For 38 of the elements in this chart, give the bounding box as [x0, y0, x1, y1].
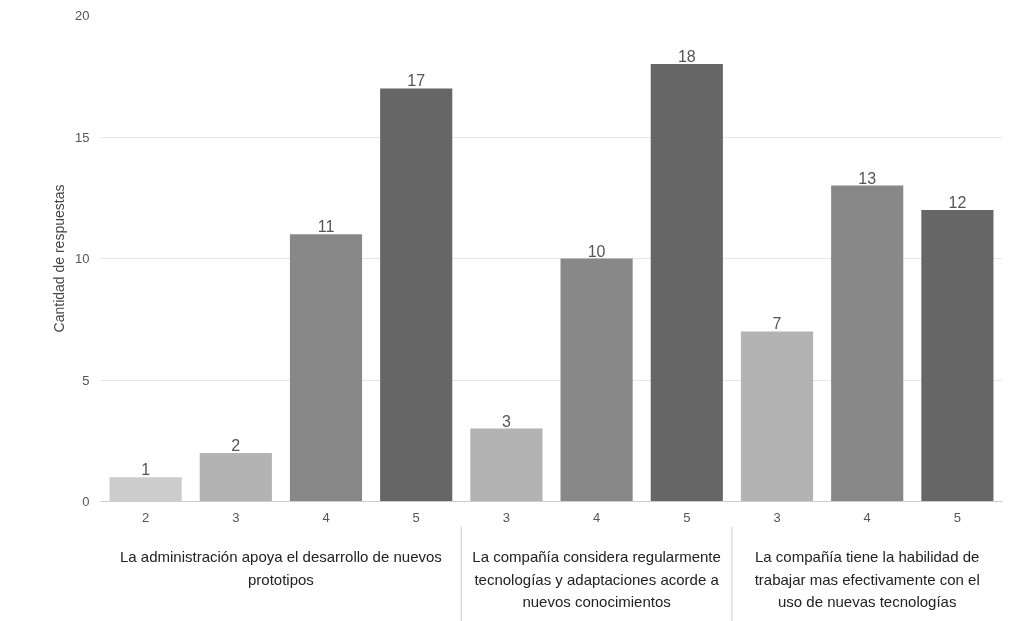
- data-label: 3: [501, 412, 511, 430]
- data-label: 13: [858, 169, 877, 187]
- bar: [199, 452, 272, 502]
- x-tick-label: 5: [412, 509, 420, 525]
- data-label: 1: [141, 461, 151, 479]
- data-label: 10: [587, 242, 606, 260]
- text: La administración apoya el desarrollo de nuevos prototipos: [119, 548, 442, 588]
- text: La compañía tiene la habilidad de trabajar mas efectivamente con el uso de nuevas tecnologías: [754, 548, 980, 610]
- bar: [831, 185, 904, 502]
- x-tick-label: 3: [502, 509, 511, 525]
- bar: [380, 88, 453, 502]
- x-tick-label: 4: [592, 509, 601, 525]
- text: La compañía considera regularmente tecnologías y adaptaciones acorde a nuevos conocimientos: [472, 548, 721, 610]
- y-tick-label: 15: [75, 129, 90, 145]
- data-label: 17: [407, 72, 426, 90]
- x-tick-label: 3: [773, 509, 781, 525]
- data-label: 2: [231, 436, 241, 454]
- bar: [740, 331, 814, 502]
- x-tick-label: 5: [953, 509, 962, 525]
- data-label: 11: [317, 218, 335, 236]
- y-axis-title: Cantidad de respuestas: [51, 184, 68, 333]
- data-label: 7: [772, 315, 782, 333]
- y-tick-label: 0: [82, 494, 90, 509]
- x-tick-label: 5: [683, 509, 691, 525]
- bar: [289, 234, 363, 502]
- bar: [560, 258, 633, 502]
- bar: [470, 428, 543, 502]
- data-label: 18: [677, 48, 696, 66]
- x-tick-label: 2: [141, 509, 150, 525]
- y-tick-label: 20: [75, 8, 90, 23]
- y-tick-label: 5: [82, 372, 90, 388]
- bar: [921, 209, 994, 502]
- x-tick-label: 3: [232, 509, 240, 525]
- bar: [650, 64, 723, 502]
- data-label: 12: [948, 193, 967, 211]
- x-tick-label: 4: [863, 509, 871, 525]
- x-tick-label: 4: [322, 509, 330, 525]
- y-tick-label: 10: [75, 251, 90, 266]
